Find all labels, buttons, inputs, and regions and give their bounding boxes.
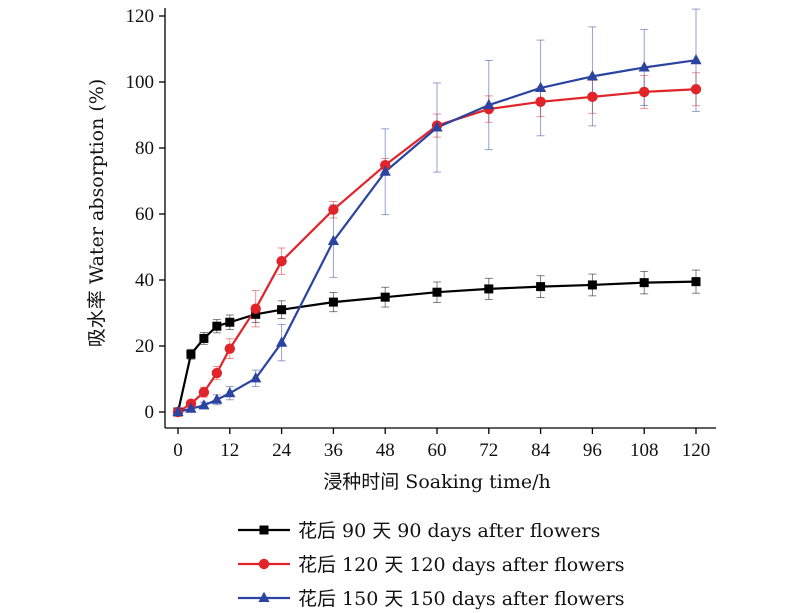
ticks: 0 12 24 36 48 60 72 84 96 108 120 0 20 40 60 80 100 120 bbox=[126, 6, 711, 461]
y-tick-label: 100 bbox=[126, 72, 155, 93]
legend-item-2: 花后 120 天 120 days after flowers bbox=[238, 554, 625, 576]
data-point-series-3 bbox=[379, 165, 391, 176]
data-point-series-1 bbox=[432, 287, 442, 297]
data-point-series-1 bbox=[380, 292, 390, 302]
data-point-series-2 bbox=[198, 387, 210, 398]
data-point-series-2 bbox=[276, 255, 287, 267]
legend: 花后 90 天 90 days after flowers 花后 120 天 12… bbox=[238, 520, 625, 610]
data-point-series-3 bbox=[327, 234, 339, 246]
x-tick-label: 60 bbox=[428, 440, 447, 461]
data-point-series-2 bbox=[690, 84, 702, 95]
data-point-series-3 bbox=[535, 81, 547, 92]
legend-marker bbox=[258, 591, 270, 602]
data-point-series-2 bbox=[639, 86, 650, 98]
legend-label: 花后 150 天 150 days after flowers bbox=[298, 588, 625, 610]
series-markers-layer bbox=[172, 54, 702, 418]
data-point-series-3 bbox=[250, 372, 262, 383]
data-point-series-1 bbox=[199, 333, 209, 343]
data-point-series-1 bbox=[212, 321, 222, 331]
x-tick-label: 12 bbox=[220, 440, 239, 461]
data-point-series-3 bbox=[638, 61, 650, 72]
error-bars-layer bbox=[186, 8, 700, 413]
x-tick-label: 72 bbox=[479, 440, 498, 461]
data-point-series-2 bbox=[224, 343, 235, 354]
x-tick-label: 84 bbox=[531, 440, 551, 461]
axes bbox=[164, 8, 716, 429]
data-point-series-3 bbox=[483, 98, 495, 110]
legend-label: 花后 90 天 90 days after flowers bbox=[298, 520, 600, 542]
x-tick-label: 108 bbox=[630, 440, 659, 461]
legend-item-1: 花后 90 天 90 days after flowers bbox=[238, 520, 600, 542]
data-point-series-2 bbox=[587, 91, 598, 103]
data-point-series-3 bbox=[690, 54, 702, 65]
legend-label: 花后 120 天 120 days after flowers bbox=[298, 554, 625, 576]
data-point-series-3 bbox=[172, 405, 184, 416]
y-tick-label: 0 bbox=[145, 402, 155, 423]
data-point-series-1 bbox=[277, 305, 287, 315]
x-tick-label: 0 bbox=[173, 440, 183, 461]
data-point-series-3 bbox=[211, 393, 223, 404]
y-tick-label: 40 bbox=[135, 270, 154, 291]
x-axis-title: 浸种时间 Soaking time/h bbox=[323, 471, 550, 493]
data-point-series-2 bbox=[328, 204, 339, 215]
y-tick-label: 20 bbox=[135, 336, 154, 357]
x-tick-label: 96 bbox=[583, 440, 602, 461]
y-axis-title: 吸水率 Water absorption (%) bbox=[86, 79, 108, 347]
data-point-series-3 bbox=[224, 386, 236, 398]
data-point-series-1 bbox=[536, 282, 546, 292]
data-point-series-3 bbox=[198, 399, 210, 410]
y-tick-label: 120 bbox=[126, 6, 155, 27]
data-point-series-2 bbox=[211, 367, 223, 379]
x-tick-label: 36 bbox=[324, 440, 343, 461]
legend-marker bbox=[258, 558, 270, 570]
data-point-series-3 bbox=[431, 121, 443, 132]
y-tick-label: 80 bbox=[135, 138, 154, 159]
data-point-series-1 bbox=[639, 278, 649, 288]
data-point-series-3 bbox=[185, 402, 197, 413]
data-point-series-1 bbox=[691, 277, 701, 287]
x-tick-label: 120 bbox=[682, 440, 711, 461]
data-point-series-1 bbox=[225, 317, 235, 327]
data-point-series-3 bbox=[586, 70, 598, 81]
data-point-series-2 bbox=[250, 303, 261, 314]
data-point-series-2 bbox=[535, 96, 546, 108]
x-tick-label: 24 bbox=[272, 440, 292, 461]
data-point-series-3 bbox=[276, 336, 288, 347]
data-point-series-1 bbox=[251, 309, 261, 319]
data-point-series-2 bbox=[380, 159, 391, 171]
data-point-series-1 bbox=[186, 349, 196, 359]
x-tick-label: 48 bbox=[376, 440, 395, 461]
data-point-series-1 bbox=[587, 280, 597, 290]
legend-item-3: 花后 150 天 150 days after flowers bbox=[238, 588, 625, 610]
legend-marker bbox=[259, 525, 269, 535]
y-tick-label: 60 bbox=[135, 204, 154, 225]
data-point-series-1 bbox=[328, 297, 338, 307]
data-point-series-1 bbox=[484, 284, 494, 294]
